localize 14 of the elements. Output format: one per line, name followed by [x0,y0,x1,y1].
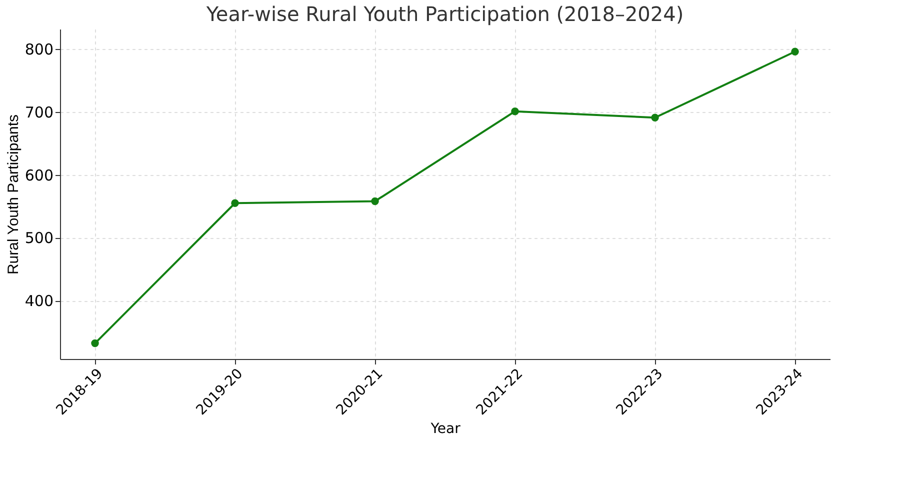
y-tick-label: 600 [24,166,54,184]
point [651,114,659,122]
x-axis-title: Year [430,420,461,437]
point [791,48,799,56]
point [91,339,99,348]
y-tick-label: 800 [24,40,54,59]
point [371,197,379,206]
y-tick-label: 500 [24,229,54,248]
point [511,107,519,116]
y-axis-title: Rural Youth Participants [4,114,22,275]
y-tick-label: 700 [24,103,54,122]
y-tick-label: 400 [24,292,54,310]
chart-title: Year-wise Rural Youth Participation (2018–2024) [205,2,684,26]
point [231,199,239,207]
